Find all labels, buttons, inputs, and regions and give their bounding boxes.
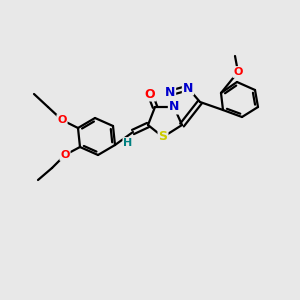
Text: N: N (183, 82, 193, 94)
Text: N: N (169, 100, 179, 113)
Text: O: O (60, 150, 70, 160)
Text: N: N (165, 86, 175, 100)
Text: S: S (158, 130, 167, 143)
Text: O: O (145, 88, 155, 100)
Text: O: O (233, 67, 243, 77)
Text: O: O (57, 115, 67, 125)
Text: H: H (123, 138, 133, 148)
